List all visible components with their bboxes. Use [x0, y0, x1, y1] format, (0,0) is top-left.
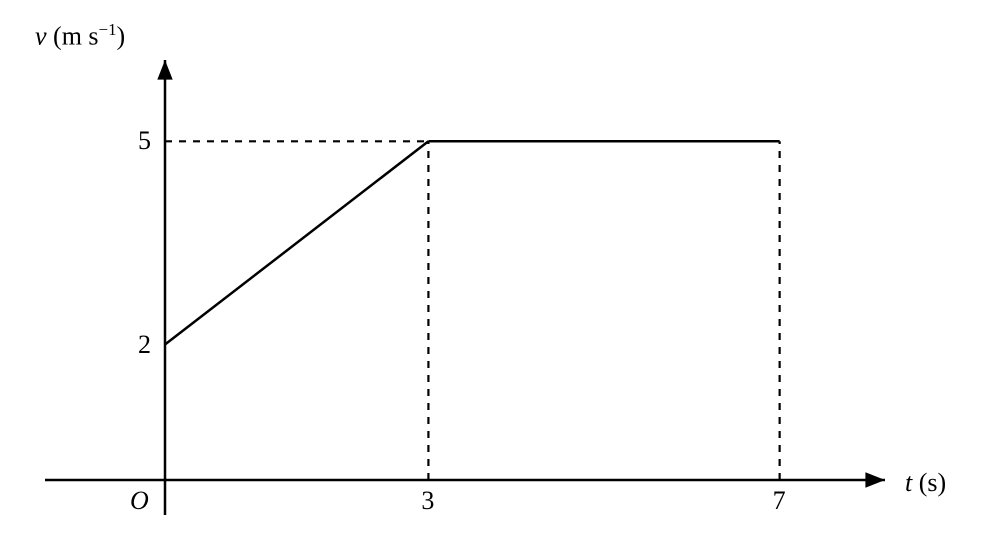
vt-chart: v (m s−1) t (s) O 2 5 3 7: [0, 0, 1000, 544]
x-axis-label: t (s): [905, 468, 946, 498]
y-axis-label: v (m s−1): [35, 20, 125, 52]
chart-svg: [0, 0, 1000, 544]
x-tick-label: 3: [421, 486, 434, 516]
y-tick-label: 2: [138, 330, 151, 360]
y-tick-label: 5: [138, 126, 151, 156]
origin-label: O: [130, 486, 149, 516]
x-tick-label: 7: [773, 486, 786, 516]
